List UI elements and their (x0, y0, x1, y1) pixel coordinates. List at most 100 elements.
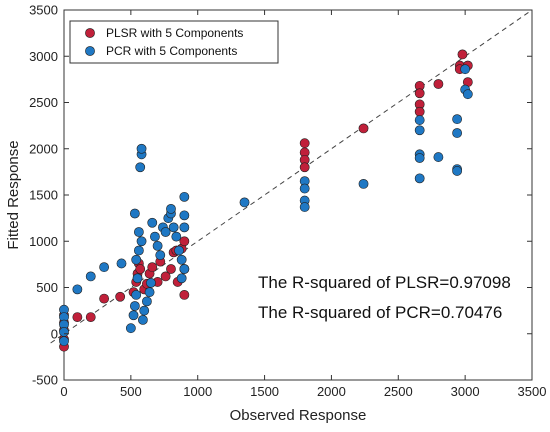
y-tick-label: 500 (36, 280, 58, 295)
x-tick-label: 500 (120, 384, 142, 399)
data-point (452, 166, 463, 176)
data-point (136, 236, 147, 247)
annotation-plsr-rsquared: The R-squared of PLSR=0.97098 (258, 273, 511, 292)
data-point (460, 64, 471, 75)
data-point (433, 152, 444, 162)
data-point (150, 231, 160, 242)
data-point (174, 245, 184, 256)
data-point (144, 287, 155, 298)
data-point (168, 222, 179, 233)
data-point (136, 143, 147, 154)
data-point (452, 128, 463, 138)
data-point (166, 264, 176, 274)
y-tick-label: -500 (32, 373, 58, 388)
data-point (99, 293, 110, 304)
data-point (132, 273, 143, 284)
legend-label-plsr: PLSR with 5 Components (106, 26, 243, 40)
legend-box (69, 20, 279, 64)
data-point (299, 183, 310, 194)
data-point (59, 326, 69, 337)
y-tick-label: 3000 (29, 49, 58, 64)
data-point (176, 254, 187, 265)
data-points-layer (59, 49, 473, 352)
legend-label-pcr: PCR with 5 Components (106, 44, 237, 58)
data-point (135, 162, 146, 173)
data-point (433, 79, 444, 89)
data-point (414, 106, 425, 117)
data-point (452, 114, 463, 125)
data-point (147, 217, 158, 228)
data-point (99, 262, 110, 273)
data-point (299, 202, 310, 212)
data-point (116, 258, 127, 269)
y-tick-label: 2500 (29, 95, 58, 110)
data-point (179, 222, 190, 233)
data-point (125, 323, 136, 334)
data-point (142, 296, 152, 307)
data-point (179, 264, 190, 274)
data-point (299, 162, 310, 173)
y-tick-label: 2000 (29, 141, 58, 156)
data-point (115, 291, 126, 302)
data-point (131, 289, 142, 300)
annotation-pcr-rsquared: The R-squared of PCR=0.70476 (258, 303, 502, 322)
reference-line-group (50, 9, 533, 344)
series-pcr (59, 64, 473, 347)
data-point (358, 178, 369, 189)
data-point (160, 227, 171, 237)
data-point (457, 49, 468, 60)
data-point (59, 336, 69, 347)
x-tick-label: 3000 (451, 384, 480, 399)
data-point (414, 173, 425, 184)
data-point (137, 314, 148, 325)
data-point (129, 208, 140, 219)
data-point (239, 197, 250, 208)
data-point (85, 312, 96, 322)
data-point (299, 138, 310, 149)
x-tick-label: 0 (60, 384, 67, 399)
data-point (129, 301, 140, 311)
x-axis-label: Observed Response (230, 407, 367, 424)
data-point (166, 203, 176, 214)
data-point (462, 89, 473, 100)
y-tick-label: 0 (51, 326, 58, 341)
x-tick-label: 1000 (183, 384, 212, 399)
data-point (72, 312, 83, 322)
legend-marker-plsr (85, 28, 95, 38)
data-point (135, 264, 146, 274)
data-point (176, 273, 187, 284)
legend: PLSR with 5 Components PCR with 5 Compon… (69, 20, 279, 64)
data-point (414, 153, 425, 163)
data-point (414, 88, 425, 99)
x-tick-label: 2000 (317, 384, 346, 399)
data-point (179, 210, 190, 221)
x-tick-label: 2500 (384, 384, 413, 399)
data-point (155, 250, 166, 261)
data-point (131, 254, 142, 265)
data-point (358, 123, 369, 134)
data-point (171, 231, 182, 242)
y-tick-label: 3500 (29, 3, 58, 18)
data-point (152, 240, 163, 251)
y-axis-ticks: -500 0 500 1000 1500 2000 2500 3000 3500 (29, 3, 532, 388)
data-point (139, 305, 150, 316)
data-point (179, 236, 190, 247)
legend-marker-pcr (85, 46, 95, 56)
data-point (160, 271, 171, 282)
y-tick-label: 1500 (29, 188, 58, 203)
data-point (133, 245, 144, 256)
y-axis-label: Fitted Response (5, 140, 22, 249)
data-point (146, 277, 156, 288)
x-tick-label: 1500 (250, 384, 279, 399)
x-axis-ticks: 0 500 1000 1500 2000 2500 3000 3500 (60, 10, 546, 399)
data-point (128, 310, 139, 321)
data-point (133, 227, 144, 237)
data-point (147, 262, 158, 273)
y-tick-label: 1000 (29, 234, 58, 249)
data-point (72, 284, 83, 295)
x-tick-label: 3500 (518, 384, 547, 399)
data-point (179, 191, 190, 202)
identity-reference-line (50, 9, 533, 344)
data-point (414, 115, 425, 125)
